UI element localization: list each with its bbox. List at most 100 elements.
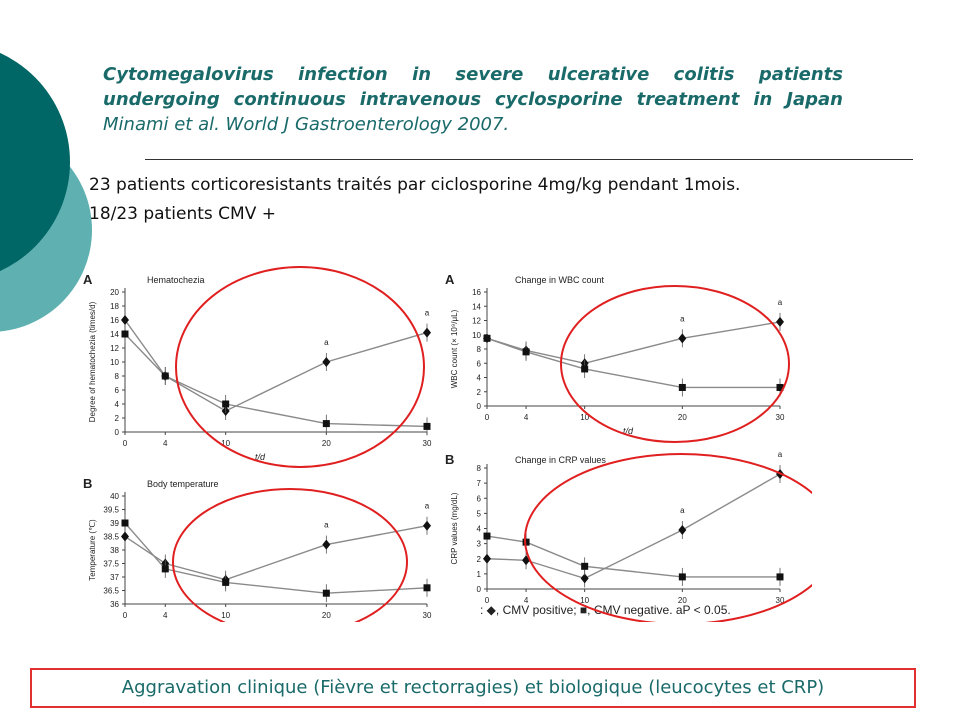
left-decoration [0, 52, 92, 332]
y-axis-label: Temperature (℃) [88, 519, 97, 581]
series-line-cmv-positive [124, 525, 428, 581]
panel-title: Change in WBC count [515, 275, 605, 285]
x-tick-label: 20 [678, 413, 687, 422]
significance-mark: a [425, 502, 430, 511]
y-tick-label: 4 [115, 400, 120, 409]
panel-letter: B [83, 476, 92, 491]
bullet-cmv: 18/23 patients CMV + [89, 204, 276, 224]
highlight-ellipse [172, 488, 408, 622]
y-tick-label: 1 [477, 570, 482, 579]
y-tick-label: 6 [477, 494, 482, 503]
y-tick-label: 2 [477, 388, 482, 397]
x-axis-unit: t/d [255, 452, 266, 462]
x-tick-label: 0 [123, 439, 128, 448]
title-divider [145, 159, 913, 160]
x-tick-label: 30 [423, 611, 432, 620]
data-point-cmv-positive [678, 333, 687, 344]
data-point-cmv-negative [161, 372, 169, 380]
data-point-cmv-positive [678, 525, 687, 536]
y-tick-label: 39.5 [103, 506, 119, 515]
y-tick-label: 12 [472, 317, 481, 326]
significance-mark: a [324, 521, 329, 530]
panel-title: Body temperature [147, 479, 219, 489]
data-point-cmv-negative [222, 578, 230, 586]
data-point-cmv-negative [581, 365, 589, 373]
y-tick-label: 14 [472, 302, 481, 311]
series-line-cmv-positive [124, 319, 428, 412]
data-point-cmv-negative [678, 383, 686, 391]
significance-mark: a [680, 506, 685, 515]
series-line-cmv-positive [486, 321, 781, 364]
x-tick-label: 4 [163, 611, 168, 620]
y-tick-label: 4 [477, 525, 482, 534]
y-tick-label: 16 [472, 288, 481, 297]
data-point-cmv-negative [161, 565, 169, 573]
y-tick-label: 14 [110, 330, 119, 339]
series-line-cmv-negative [486, 337, 780, 389]
article-title: Cytomegalovirus infection in severe ulce… [103, 64, 843, 110]
y-axis-label: CRP values (mg/dL) [450, 492, 459, 564]
x-tick-label: 30 [776, 413, 785, 422]
data-point-cmv-negative [222, 400, 230, 408]
y-tick-label: 10 [472, 331, 481, 340]
series-line-cmv-negative [124, 333, 428, 428]
y-tick-label: 5 [477, 509, 482, 518]
significance-mark: a [778, 450, 783, 459]
chart-temperature: B Body temperature 36 36.5 37 37.5 38 38.5 39 39.… [83, 476, 432, 620]
highlight-ellipse [560, 285, 790, 443]
conclusion-text: Aggravation clinique (Fièvre et rectorra… [121, 677, 825, 698]
data-point-cmv-positive [423, 520, 431, 531]
significance-mark: a [778, 298, 783, 307]
y-tick-label: 12 [110, 344, 119, 353]
panel-letter: B [445, 452, 454, 467]
data-point-cmv-positive [121, 315, 129, 325]
x-tick-label: 4 [524, 596, 529, 605]
y-tick-label: 6 [477, 359, 482, 368]
y-tick-label: 8 [477, 345, 482, 354]
data-point-cmv-negative [483, 334, 491, 342]
data-point-cmv-positive [423, 327, 431, 338]
x-tick-label: 0 [485, 413, 490, 422]
chart-wbc: A Change in WBC count 0 2 4 6 8 10 12 14 16 0 4 10 20 3… [445, 272, 785, 436]
y-tick-label: 3 [477, 540, 482, 549]
y-tick-label: 2 [115, 414, 120, 423]
x-tick-label: 30 [423, 439, 432, 448]
y-tick-label: 0 [477, 585, 482, 594]
y-tick-label: 20 [110, 288, 119, 297]
y-tick-label: 40 [110, 492, 119, 501]
chart-crp: B Change in CRP values 0 1 2 3 4 5 6 7 8 0 4 10 20 30 CR… [445, 450, 785, 605]
figure-legend: : ◆, CMV positive; ■, CMV negative. aP <… [480, 603, 731, 617]
y-tick-label: 0 [115, 428, 120, 437]
data-point-cmv-positive [322, 539, 331, 550]
y-tick-label: 7 [477, 479, 482, 488]
y-axis-label: WBC count (× 10⁹/μL) [450, 309, 459, 388]
y-tick-label: 39 [110, 519, 119, 528]
data-point-cmv-negative [423, 422, 431, 430]
data-point-cmv-positive [483, 553, 491, 564]
significance-mark: a [425, 309, 430, 318]
y-tick-label: 0 [477, 402, 482, 411]
x-tick-label: 0 [123, 611, 128, 620]
x-tick-label: 10 [221, 439, 230, 448]
x-axis-unit: t/d [623, 426, 634, 436]
panel-title: Change in CRP values [515, 455, 606, 465]
significance-mark: a [324, 338, 329, 347]
y-tick-label: 2 [477, 555, 482, 564]
article-citation: Minami et al. World J Gastroenterology 2… [103, 114, 510, 135]
x-tick-label: 10 [221, 611, 230, 620]
chart-hematochezia: A Hematochezia 0 2 4 6 8 10 12 14 16 18 20 0 4 10 20 30 t/… [83, 272, 432, 462]
x-tick-label: 10 [580, 596, 589, 605]
significance-mark: a [680, 314, 685, 323]
y-tick-label: 4 [477, 374, 482, 383]
data-point-cmv-negative [581, 562, 589, 570]
y-tick-label: 6 [115, 386, 120, 395]
y-tick-label: 18 [110, 302, 119, 311]
x-tick-label: 20 [322, 439, 331, 448]
data-point-cmv-negative [121, 330, 129, 338]
data-point-cmv-negative [776, 383, 784, 391]
y-tick-label: 10 [110, 358, 119, 367]
x-tick-label: 4 [163, 439, 168, 448]
data-point-cmv-positive [322, 357, 331, 367]
series-line-cmv-negative [486, 535, 780, 578]
